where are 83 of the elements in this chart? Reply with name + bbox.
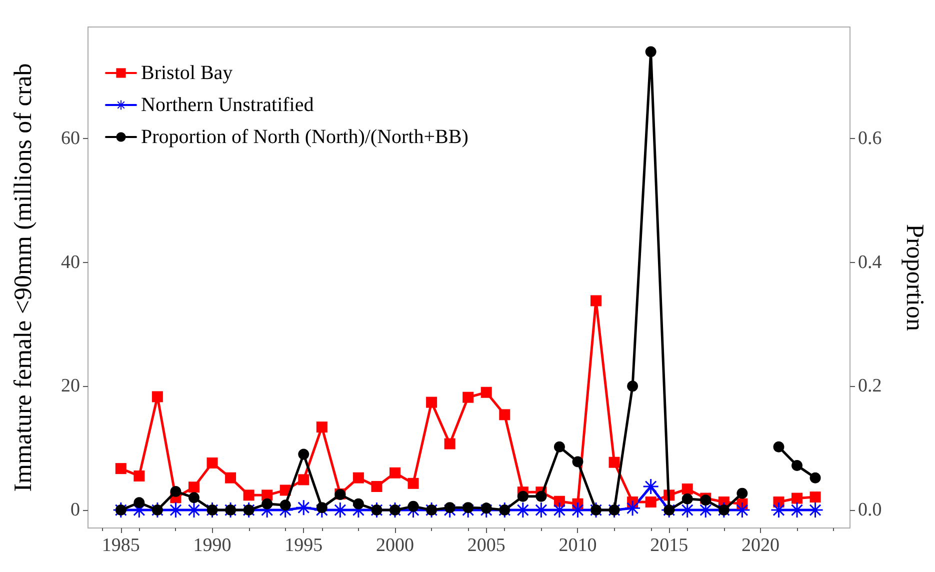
x-tick-label: 2010 [558,535,597,556]
y-tick-label: 20 [61,376,80,397]
point [554,441,565,452]
point [262,498,273,510]
point [188,482,200,493]
point [572,456,584,468]
point [552,502,567,518]
point [371,481,382,492]
point [389,467,400,478]
point [608,456,620,468]
point [792,460,803,471]
point [517,490,528,502]
point [682,483,693,494]
point [771,502,786,518]
point [682,493,693,504]
x-tick-label: 1990 [193,535,232,556]
point [316,502,328,514]
point [808,502,823,518]
point [645,46,656,58]
point [645,496,656,508]
point [515,502,530,518]
point [352,472,364,484]
x-tick-label: 1995 [284,535,323,556]
point [408,478,419,489]
point [736,488,748,499]
point [186,502,202,518]
point [225,472,236,484]
point [298,448,310,460]
point [444,502,456,514]
point [790,502,805,518]
point [773,441,784,452]
point [627,380,638,392]
point [134,497,145,508]
x-tick-label: 1985 [102,535,140,556]
point [462,502,474,514]
x-tick-label: 2020 [741,535,780,556]
point [734,502,750,518]
y-tick-label: 0 [70,500,80,521]
point [316,422,328,433]
point [206,457,218,468]
y-tick-label: 40 [61,252,80,273]
point [590,295,602,306]
y2-tick-label: 0.0 [858,500,882,521]
point [444,438,456,450]
legend-label: Proportion of North (North)/(North+BB) [141,126,468,148]
point [280,500,291,511]
x-tick-label: 2005 [467,535,506,556]
point [243,490,254,501]
point [792,492,803,504]
point [680,502,695,518]
point [352,498,364,510]
point [332,502,348,518]
legend-label: Northern Unstratified [141,94,314,116]
point [480,386,492,398]
y-tick-label: 60 [61,128,80,149]
point [534,502,549,518]
point [536,490,547,502]
x-tick-label: 2015 [650,535,688,556]
point [643,479,658,494]
point [462,392,474,403]
point [698,502,714,518]
point [188,492,200,504]
point [499,409,510,420]
y2-axis-title: Proportion [901,224,928,332]
x-tick-label: 2000 [376,535,414,556]
point [134,470,145,482]
point [810,492,821,503]
point [408,500,419,512]
point [298,474,310,486]
point [625,500,640,516]
y2-tick-label: 0.6 [858,128,882,149]
y2-tick-label: 0.2 [858,376,882,397]
point [152,391,163,402]
point [170,486,182,497]
point [115,463,126,474]
point [810,472,821,484]
point [296,500,312,516]
point [168,502,184,518]
legend-label: Bristol Bay [141,62,233,84]
y-axis-title: Immature female <90mm (millions of crab [10,63,37,492]
point [570,502,586,518]
y2-tick-label: 0.4 [858,252,882,273]
point [426,396,438,408]
